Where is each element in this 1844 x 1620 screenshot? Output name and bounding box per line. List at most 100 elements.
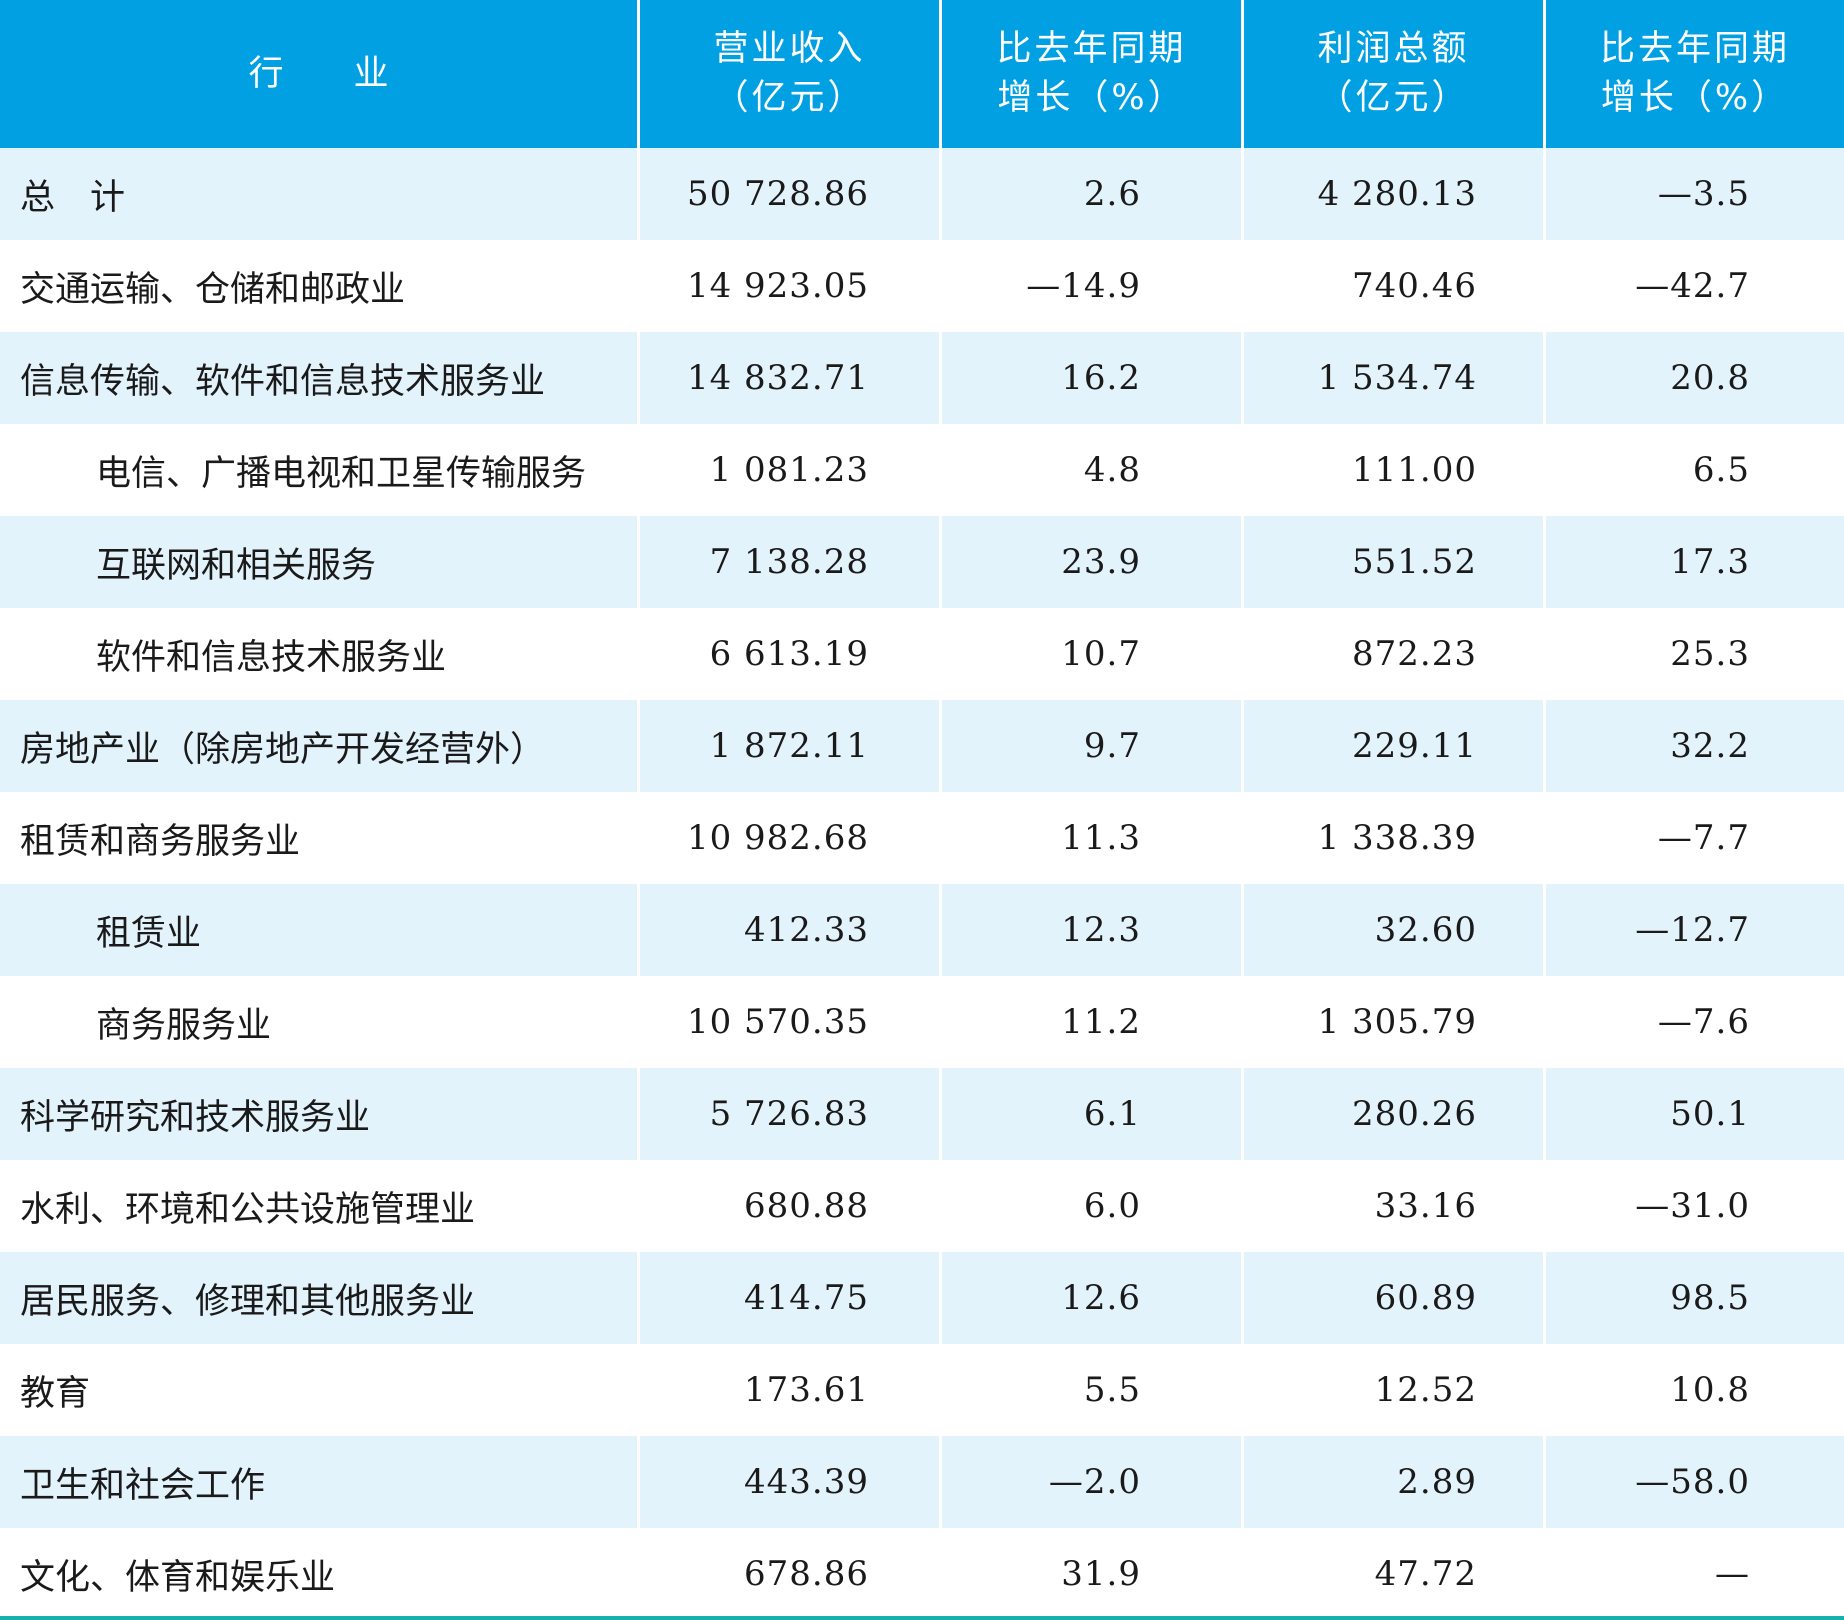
revenue-growth-cell: 2.6 — [942, 148, 1244, 240]
revenue-cell: 14 832.71 — [640, 332, 942, 424]
table-bottom-rule — [0, 1616, 1844, 1620]
profit-cell: 47.72 — [1244, 1528, 1546, 1620]
revenue-cell: 10 982.68 — [640, 792, 942, 884]
revenue-growth-cell: —14.9 — [942, 240, 1244, 332]
table-row: 商务服务业 10 570.35 11.2 1 305.79 —7.6 — [0, 976, 1844, 1068]
table-row: 总 计 50 728.86 2.6 4 280.13 —3.5 — [0, 148, 1844, 240]
industry-name-cell: 商务服务业 — [0, 976, 640, 1068]
revenue-growth-cell: 10.7 — [942, 608, 1244, 700]
industry-name-cell: 科学研究和技术服务业 — [0, 1068, 640, 1160]
revenue-growth-cell: 23.9 — [942, 516, 1244, 608]
profit-cell: 111.00 — [1244, 424, 1546, 516]
industry-name-cell: 信息传输、软件和信息技术服务业 — [0, 332, 640, 424]
profit-cell: 32.60 — [1244, 884, 1546, 976]
industry-name-cell: 交通运输、仓储和邮政业 — [0, 240, 640, 332]
profit-growth-cell: —12.7 — [1546, 884, 1844, 976]
industry-name-cell: 租赁和商务服务业 — [0, 792, 640, 884]
table-row: 租赁和商务服务业 10 982.68 11.3 1 338.39 —7.7 — [0, 792, 1844, 884]
revenue-cell: 5 726.83 — [640, 1068, 942, 1160]
profit-growth-cell: 17.3 — [1546, 516, 1844, 608]
revenue-cell: 1 872.11 — [640, 700, 942, 792]
profit-growth-cell: —7.6 — [1657, 1002, 1750, 1042]
revenue-growth-cell: 6.0 — [942, 1160, 1244, 1252]
revenue-growth-cell: 12.3 — [942, 884, 1244, 976]
profit-cell: 740.46 — [1244, 240, 1546, 332]
industry-name-cell: 居民服务、修理和其他服务业 — [0, 1252, 640, 1344]
profit-cell: 551.52 — [1244, 516, 1546, 608]
table-row: 交通运输、仓储和邮政业 14 923.05 —14.9 740.46 —42.7 — [0, 240, 1844, 332]
header-industry: 行 业 — [0, 0, 640, 148]
table-row: 卫生和社会工作 443.39 —2.0 2.89 —58.0 — [0, 1436, 1844, 1528]
table-row: 水利、环境和公共设施管理业 680.88 6.0 33.16 —31.0 — [0, 1160, 1844, 1252]
profit-growth-cell: —3.5 — [1546, 148, 1844, 240]
table-row: 文化、体育和娱乐业 678.86 31.9 47.72 — — [0, 1528, 1844, 1620]
profit-cell: 1 305.79 — [1244, 976, 1546, 1068]
table-row: 互联网和相关服务 7 138.28 23.9 551.52 17.3 — [0, 516, 1844, 608]
profit-cell: 4 280.13 — [1244, 148, 1546, 240]
header-profit-growth-line-1: 比去年同期 — [1599, 29, 1790, 69]
header-profit-growth-line-2: 增长（%） — [1600, 78, 1790, 118]
table-row: 租赁业 412.33 12.3 32.60 —12.7 — [0, 884, 1844, 976]
revenue-growth-cell: 9.7 — [942, 700, 1244, 792]
table-row: 科学研究和技术服务业 5 726.83 6.1 280.26 50.1 — [0, 1068, 1844, 1160]
revenue-cell: 678.86 — [640, 1528, 942, 1620]
header-revenue-line-2: （亿元） — [713, 78, 866, 118]
header-revenue-growth-line-2: 增长（%） — [997, 78, 1186, 118]
industry-name-cell: 房地产业（除房地产开发经营外） — [0, 700, 640, 792]
profit-cell: 1 534.74 — [1244, 332, 1546, 424]
table-row: 电信、广播电视和卫星传输服务 1 081.23 4.8 111.00 6.5 — [0, 424, 1844, 516]
revenue-cell: 7 138.28 — [640, 516, 942, 608]
profit-growth-cell: 20.8 — [1546, 332, 1844, 424]
header-industry-char-2: 业 — [353, 53, 389, 94]
table-body: 总 计 50 728.86 2.6 4 280.13 —3.5 交通运输、仓储和邮政业 14… — [0, 148, 1844, 1620]
profit-cell: 229.11 — [1244, 700, 1546, 792]
profit-growth-cell: —7.7 — [1657, 818, 1750, 858]
revenue-cell: 6 613.19 — [640, 608, 942, 700]
revenue-growth-cell: 12.6 — [942, 1252, 1244, 1344]
profit-cell: 2.89 — [1244, 1436, 1546, 1528]
industry-name-cell: 互联网和相关服务 — [0, 516, 640, 608]
revenue-cell: 1 081.23 — [640, 424, 942, 516]
table-row: 居民服务、修理和其他服务业 414.75 12.6 60.89 98.5 — [0, 1252, 1844, 1344]
profit-growth-cell: 98.5 — [1546, 1252, 1844, 1344]
header-revenue: 营业收入 （亿元） — [640, 0, 942, 148]
profit-cell: 872.23 — [1244, 608, 1546, 700]
header-profit-line-1: 利润总额 — [1317, 29, 1470, 69]
table-row: 信息传输、软件和信息技术服务业 14 832.71 16.2 1 534.74 20.8 — [0, 332, 1844, 424]
profit-growth-cell: 6.5 — [1692, 450, 1750, 490]
profit-growth-cell: 25.3 — [1670, 634, 1750, 674]
industry-name-cell: 水利、环境和公共设施管理业 — [0, 1160, 640, 1252]
table-row: 教育 173.61 5.5 12.52 10.8 — [0, 1344, 1844, 1436]
profit-growth-cell: 10.8 — [1670, 1370, 1750, 1410]
industry-name-cell: 总 计 — [0, 148, 640, 240]
revenue-cell: 50 728.86 — [640, 148, 942, 240]
profit-cell: 280.26 — [1244, 1068, 1546, 1160]
profit-cell: 33.16 — [1244, 1160, 1546, 1252]
profit-growth-cell: —42.7 — [1635, 266, 1750, 306]
header-industry-char-1: 行 — [248, 53, 284, 94]
header-revenue-line-1: 营业收入 — [713, 29, 866, 69]
revenue-growth-cell: 5.5 — [942, 1344, 1244, 1436]
profit-growth-cell: —31.0 — [1635, 1186, 1750, 1226]
header-revenue-growth: 比去年同期 增长（%） — [942, 0, 1244, 148]
revenue-growth-cell: 11.3 — [942, 792, 1244, 884]
header-profit: 利润总额 （亿元） — [1244, 0, 1546, 148]
header-profit-growth: 比去年同期 增长（%） — [1546, 0, 1844, 148]
revenue-cell: 14 923.05 — [640, 240, 942, 332]
revenue-growth-cell: 31.9 — [942, 1528, 1244, 1620]
industry-name-cell: 卫生和社会工作 — [0, 1436, 640, 1528]
profit-cell: 12.52 — [1244, 1344, 1546, 1436]
industry-name-cell: 租赁业 — [0, 884, 640, 976]
revenue-cell: 173.61 — [640, 1344, 942, 1436]
industry-name-cell: 教育 — [0, 1344, 640, 1436]
revenue-cell: 412.33 — [640, 884, 942, 976]
profit-growth-cell: 50.1 — [1546, 1068, 1844, 1160]
revenue-growth-cell: 4.8 — [942, 424, 1244, 516]
profit-growth-cell: —58.0 — [1546, 1436, 1844, 1528]
industry-name-cell: 电信、广播电视和卫星传输服务 — [0, 424, 640, 516]
table-row: 软件和信息技术服务业 6 613.19 10.7 872.23 25.3 — [0, 608, 1844, 700]
profit-growth-cell: 32.2 — [1546, 700, 1844, 792]
revenue-cell: 10 570.35 — [640, 976, 942, 1068]
header-profit-line-2: （亿元） — [1317, 78, 1470, 118]
